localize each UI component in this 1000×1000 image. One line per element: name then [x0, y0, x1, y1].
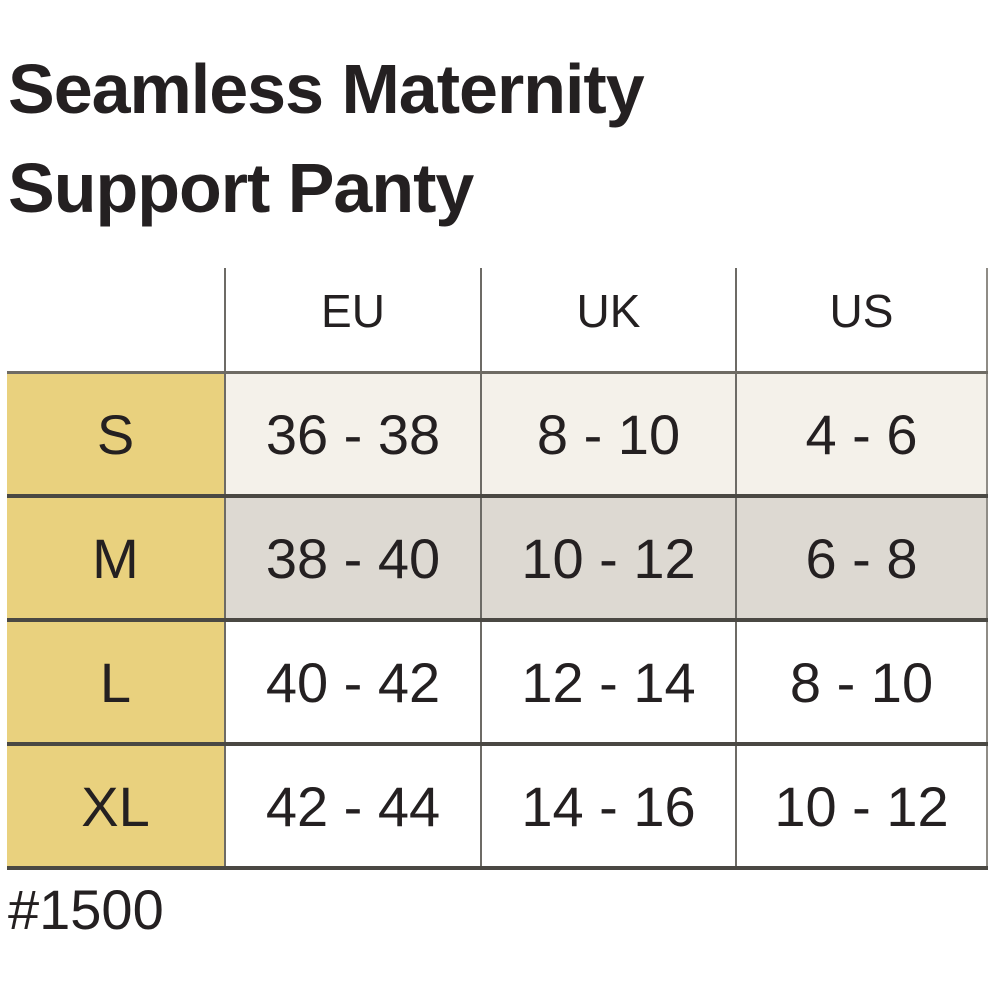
page-title-line1: Seamless Maternity	[8, 50, 645, 128]
cell-s-uk: 8 - 10	[480, 374, 735, 494]
size-label-xl: XL	[7, 746, 224, 866]
cell-xl-us: 10 - 12	[735, 746, 988, 866]
header-cell-size	[7, 268, 224, 371]
table-row-l: L 40 - 42 12 - 14 8 - 10	[7, 622, 988, 746]
page-title: Seamless Maternity Support Panty	[8, 40, 645, 238]
page-title-line2: Support Panty	[8, 149, 474, 227]
size-chart-table: EU UK US S 36 - 38 8 - 10 4 - 6 M 38 - 4…	[7, 268, 988, 870]
header-cell-eu: EU	[224, 268, 480, 371]
size-label-l: L	[7, 622, 224, 742]
header-cell-us: US	[735, 268, 988, 371]
cell-l-eu: 40 - 42	[224, 622, 480, 742]
table-header-row: EU UK US	[7, 268, 988, 374]
table-row-s: S 36 - 38 8 - 10 4 - 6	[7, 374, 988, 498]
cell-s-eu: 36 - 38	[224, 374, 480, 494]
cell-m-us: 6 - 8	[735, 498, 988, 618]
table-row-m: M 38 - 40 10 - 12 6 - 8	[7, 498, 988, 622]
size-label-s: S	[7, 374, 224, 494]
product-code: #1500	[8, 878, 164, 941]
cell-m-uk: 10 - 12	[480, 498, 735, 618]
cell-l-uk: 12 - 14	[480, 622, 735, 742]
table-row-xl: XL 42 - 44 14 - 16 10 - 12	[7, 746, 988, 870]
cell-xl-uk: 14 - 16	[480, 746, 735, 866]
cell-s-us: 4 - 6	[735, 374, 988, 494]
cell-l-us: 8 - 10	[735, 622, 988, 742]
cell-xl-eu: 42 - 44	[224, 746, 480, 866]
cell-m-eu: 38 - 40	[224, 498, 480, 618]
size-label-m: M	[7, 498, 224, 618]
header-cell-uk: UK	[480, 268, 735, 371]
